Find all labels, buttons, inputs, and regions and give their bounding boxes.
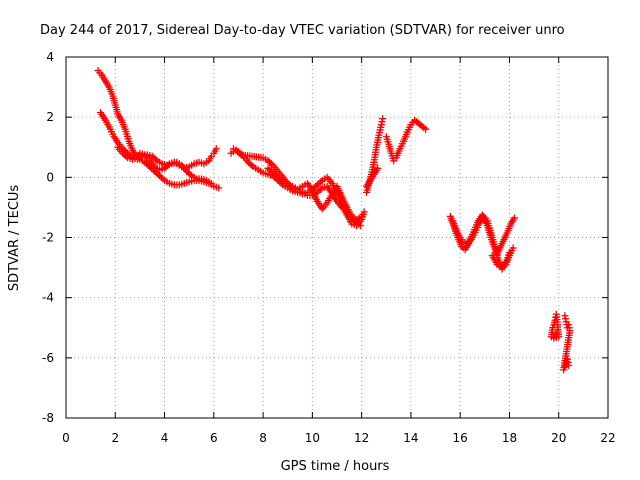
data-point xyxy=(358,212,366,220)
data-point xyxy=(120,151,128,159)
trace-3 xyxy=(114,143,220,174)
data-point xyxy=(317,178,325,186)
trace-12 xyxy=(488,249,513,272)
data-point xyxy=(313,188,321,196)
data-point xyxy=(315,179,323,187)
data-point xyxy=(356,221,364,229)
data-point xyxy=(422,125,430,133)
data-point xyxy=(271,170,279,178)
y-axis-label: SDTVAR / TECUs xyxy=(7,185,22,292)
data-point xyxy=(152,155,160,163)
data-point xyxy=(317,185,325,193)
x-tick-label: 8 xyxy=(259,431,267,445)
data-point xyxy=(360,208,368,216)
y-tick-label: -4 xyxy=(42,291,54,305)
data-point xyxy=(248,161,256,169)
data-point xyxy=(348,214,356,222)
data-point xyxy=(510,214,518,222)
x-tick-label: 0 xyxy=(62,431,70,445)
x-tick-label: 14 xyxy=(403,431,418,445)
data-point xyxy=(267,167,275,175)
trace-11 xyxy=(449,211,518,258)
data-point xyxy=(379,115,387,123)
trace-6 xyxy=(264,164,364,229)
data-point xyxy=(164,161,172,169)
data-point xyxy=(212,145,220,153)
y-tick-label: 4 xyxy=(46,50,54,64)
data-point xyxy=(162,163,170,171)
x-tick-label: 10 xyxy=(305,431,320,445)
data-point xyxy=(509,244,517,252)
data-point xyxy=(351,217,359,225)
data-point xyxy=(154,170,162,178)
y-tick-label: 2 xyxy=(46,110,54,124)
data-point xyxy=(313,181,321,189)
data-point xyxy=(244,158,252,166)
x-tick-label: 18 xyxy=(502,431,517,445)
data-point xyxy=(215,184,223,192)
data-point xyxy=(374,164,382,172)
data-point xyxy=(312,182,320,190)
data-point xyxy=(119,149,127,157)
data-point xyxy=(264,164,272,172)
data-point xyxy=(159,175,167,183)
x-tick-label: 2 xyxy=(111,431,119,445)
y-tick-label: -8 xyxy=(42,411,54,425)
data-point xyxy=(157,173,165,181)
y-tick-label: -2 xyxy=(42,231,54,245)
trace-14 xyxy=(560,312,574,374)
data-point xyxy=(505,249,513,257)
data-point xyxy=(341,206,349,214)
axis-ticks: 0 2 4 6 8 10 12 14 16 18 20 22 -8 -6 -4 -2 0 2 4 xyxy=(42,50,616,445)
x-tick-label: 12 xyxy=(354,431,369,445)
trace-9 xyxy=(382,116,430,165)
data-point xyxy=(141,158,149,166)
data-point xyxy=(266,158,274,166)
data-point xyxy=(338,203,346,211)
data-point xyxy=(156,172,164,180)
data-point xyxy=(349,215,357,223)
data-point xyxy=(340,205,348,213)
data-point xyxy=(552,330,560,338)
data-point xyxy=(232,146,240,154)
data-point xyxy=(561,363,569,371)
data-point xyxy=(276,175,284,183)
data-point xyxy=(207,179,215,187)
data-point xyxy=(565,361,573,369)
y-tick-label: 0 xyxy=(46,170,54,184)
data-point xyxy=(272,172,280,180)
data-point xyxy=(246,160,254,168)
data-point xyxy=(184,169,192,177)
data-point xyxy=(277,176,285,184)
x-tick-label: 16 xyxy=(453,431,468,445)
chart-title: Day 244 of 2017, Sidereal Day-to-day VTE… xyxy=(40,23,565,38)
x-tick-label: 6 xyxy=(210,431,218,445)
data-point xyxy=(267,160,275,168)
data-point xyxy=(315,187,323,195)
data-point xyxy=(161,164,169,172)
data-point xyxy=(234,148,242,156)
data-point xyxy=(264,157,272,165)
data-point xyxy=(122,152,130,160)
data-point xyxy=(186,170,194,178)
data-point xyxy=(235,149,243,157)
x-axis-label: GPS time / hours xyxy=(281,459,390,474)
data-point xyxy=(152,169,160,177)
y-tick-label: -6 xyxy=(42,351,54,365)
x-tick-label: 4 xyxy=(161,431,169,445)
data-point xyxy=(142,160,150,168)
data-point xyxy=(274,173,282,181)
data-series xyxy=(94,67,574,374)
data-point xyxy=(560,366,568,374)
trace-13 xyxy=(547,310,563,342)
data-point xyxy=(150,154,158,162)
trace-8 xyxy=(363,164,382,190)
data-point xyxy=(269,169,277,177)
grid-lines xyxy=(66,57,608,418)
x-tick-label: 22 xyxy=(600,431,615,445)
x-tick-label: 20 xyxy=(551,431,566,445)
data-point xyxy=(266,166,274,174)
